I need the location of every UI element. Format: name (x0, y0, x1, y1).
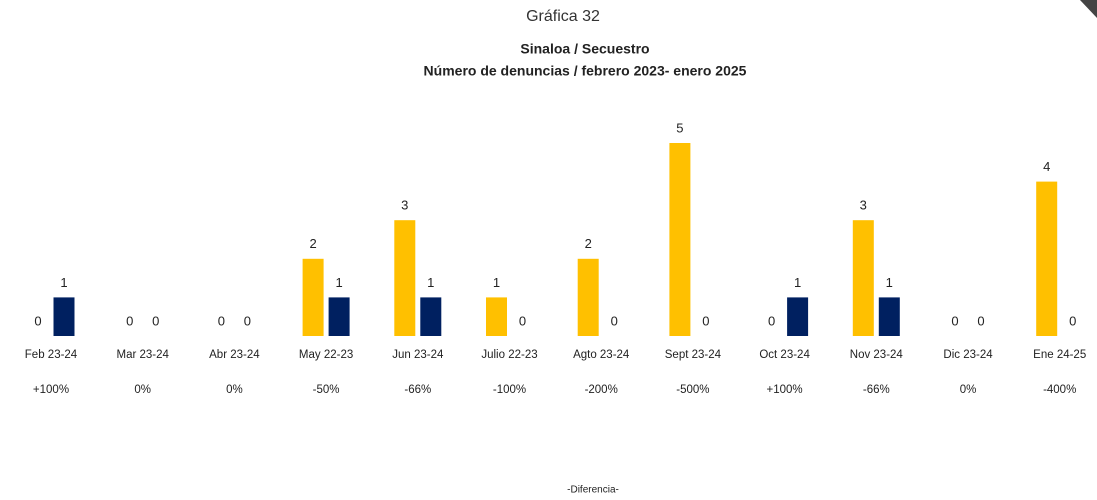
difference-label: +100% (33, 384, 69, 396)
bar (420, 297, 442, 336)
x-tick-label: Dic 23-24 (943, 349, 993, 361)
data-label: 0 (152, 313, 159, 328)
bar (302, 258, 324, 336)
data-label: 0 (1069, 313, 1076, 328)
bar (878, 297, 900, 336)
data-label: 1 (794, 275, 801, 290)
x-tick-label: May 22-23 (299, 349, 353, 361)
data-label: 0 (126, 313, 133, 328)
bar (328, 297, 350, 336)
note: -Diferencia- (567, 485, 619, 496)
difference-label: -66% (404, 384, 431, 396)
data-label: 3 (401, 198, 408, 213)
difference-label: 0% (226, 384, 243, 396)
x-tick-label: Julio 22-23 (481, 349, 537, 361)
difference-label: -100% (493, 384, 526, 396)
data-label: 0 (519, 313, 526, 328)
difference-label: -400% (1043, 384, 1076, 396)
chart-title: Sinaloa / Secuestro (520, 41, 649, 57)
difference-label: 0% (960, 384, 977, 396)
bar (53, 297, 75, 336)
data-label: 1 (335, 275, 342, 290)
bar (394, 220, 416, 336)
data-label: 0 (218, 313, 225, 328)
x-tick-label: Ene 24-25 (1033, 349, 1086, 361)
data-label: 0 (244, 313, 251, 328)
difference-label: -66% (863, 384, 890, 396)
bar (669, 143, 691, 336)
chart-subtitle: Número de denuncias / febrero 2023- ener… (424, 63, 747, 79)
data-label: 1 (427, 275, 434, 290)
data-label: 2 (309, 236, 316, 251)
bar (577, 258, 599, 336)
data-label: 0 (702, 313, 709, 328)
data-label: 0 (951, 313, 958, 328)
corner-decoration (1080, 0, 1097, 18)
data-label: 3 (860, 198, 867, 213)
data-label: 4 (1043, 159, 1050, 174)
data-label: 1 (60, 275, 67, 290)
data-label: 0 (768, 313, 775, 328)
difference-label: -50% (313, 384, 340, 396)
x-tick-label: Jun 23-24 (392, 349, 444, 361)
difference-label: +100% (767, 384, 803, 396)
x-tick-label: Abr 23-24 (209, 349, 260, 361)
data-label: 0 (977, 313, 984, 328)
bar (787, 297, 809, 336)
x-tick-label: Oct 23-24 (759, 349, 810, 361)
data-label: 0 (34, 313, 41, 328)
data-label: 1 (886, 275, 893, 290)
x-tick-label: Sept 23-24 (665, 349, 722, 361)
x-tick-label: Nov 23-24 (850, 349, 904, 361)
bar (486, 297, 507, 336)
data-label: 0 (611, 313, 618, 328)
x-tick-label: Agto 23-24 (573, 349, 630, 361)
bar (1036, 181, 1058, 336)
data-label: 1 (493, 275, 500, 290)
difference-label: -500% (676, 384, 709, 396)
data-label: 2 (585, 236, 592, 251)
difference-label: 0% (134, 384, 151, 396)
data-label: 5 (676, 120, 683, 135)
bar (852, 220, 874, 336)
x-tick-label: Mar 23-24 (116, 349, 169, 361)
header: Gráfica 32 (526, 8, 600, 25)
x-tick-label: Feb 23-24 (25, 349, 78, 361)
difference-label: -200% (585, 384, 618, 396)
